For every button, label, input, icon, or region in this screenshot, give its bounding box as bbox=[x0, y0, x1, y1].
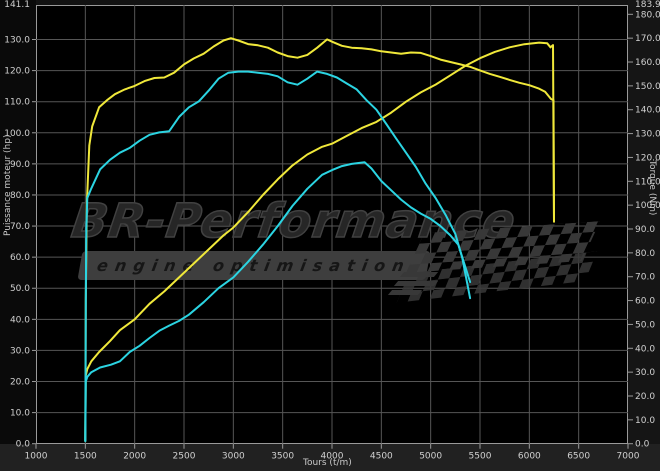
y-left-max-label: 141.1 bbox=[4, 0, 30, 10]
x-tick-label: 7000 bbox=[617, 452, 640, 462]
y-right-tick-label: 150.0 bbox=[635, 82, 660, 92]
x-tick-label: 5000 bbox=[419, 452, 442, 462]
x-tick-label: 4500 bbox=[370, 452, 393, 462]
y-right-tick-label: 110.0 bbox=[635, 177, 660, 187]
y-left-tick-label: 60.0 bbox=[10, 253, 30, 263]
y-right-tick-label: 80.0 bbox=[635, 249, 655, 259]
y-left-tick-label: 80.0 bbox=[10, 191, 30, 201]
y-right-max-label: 183.9 bbox=[635, 0, 660, 10]
y-left-tick-label: 0.0 bbox=[16, 440, 31, 450]
curve-power-stock bbox=[84, 161, 472, 442]
y-right-tick-label: 180.0 bbox=[635, 10, 660, 20]
x-tick-label: 3000 bbox=[222, 452, 245, 462]
right-axis-margin bbox=[628, 0, 660, 444]
y-right-tick-label: 50.0 bbox=[635, 320, 655, 330]
y-left-tick-label: 10.0 bbox=[10, 409, 30, 419]
y-right-tick-label: 0.0 bbox=[635, 440, 650, 450]
x-tick-label: 2000 bbox=[123, 452, 146, 462]
x-tick-label: 4000 bbox=[321, 452, 344, 462]
right-axis-title: Torque (Nm) bbox=[647, 160, 657, 216]
x-axis-title: Tours (t/m) bbox=[303, 458, 352, 468]
bottom-axis-margin bbox=[0, 444, 660, 471]
y-right-tick-label: 20.0 bbox=[635, 392, 655, 402]
x-tick-label: 3500 bbox=[271, 452, 294, 462]
y-right-tick-label: 160.0 bbox=[635, 58, 660, 68]
y-left-tick-label: 90.0 bbox=[10, 160, 30, 170]
y-left-tick-label: 100.0 bbox=[4, 129, 30, 139]
y-right-tick-label: 10.0 bbox=[635, 416, 655, 426]
x-tick-label: 2500 bbox=[173, 452, 196, 462]
y-right-tick-label: 120.0 bbox=[635, 153, 660, 163]
y-left-tick-label: 40.0 bbox=[10, 315, 30, 325]
x-tick-label: 1000 bbox=[25, 452, 48, 462]
y-left-tick-label: 110.0 bbox=[4, 98, 30, 108]
y-right-tick-label: 30.0 bbox=[635, 368, 655, 378]
y-left-tick-label: 120.0 bbox=[4, 67, 30, 77]
y-right-tick-label: 140.0 bbox=[635, 106, 660, 116]
y-right-tick-label: 130.0 bbox=[635, 130, 660, 140]
y-right-tick-label: 90.0 bbox=[635, 225, 655, 235]
y-left-tick-label: 20.0 bbox=[10, 378, 30, 388]
curve-torque-tuned bbox=[84, 37, 555, 443]
x-tick-label: 1500 bbox=[74, 452, 97, 462]
x-tick-label: 6000 bbox=[518, 452, 541, 462]
y-right-tick-label: 60.0 bbox=[635, 297, 655, 307]
x-tick-label: 6500 bbox=[567, 452, 590, 462]
y-right-tick-label: 170.0 bbox=[635, 34, 660, 44]
y-left-tick-label: 130.0 bbox=[4, 36, 30, 46]
curve-torque-stock bbox=[84, 70, 472, 443]
y-right-tick-label: 100.0 bbox=[635, 201, 660, 211]
y-right-tick-label: 40.0 bbox=[635, 344, 655, 354]
curve-power-tuned bbox=[84, 41, 555, 442]
y-left-tick-label: 50.0 bbox=[10, 284, 30, 294]
y-left-tick-label: 70.0 bbox=[10, 222, 30, 232]
x-tick-label: 5500 bbox=[469, 452, 492, 462]
left-axis-title: Puissance moteur (hp) bbox=[3, 134, 13, 236]
y-left-tick-label: 30.0 bbox=[10, 346, 30, 356]
left-axis-margin bbox=[0, 0, 36, 444]
y-right-tick-label: 70.0 bbox=[635, 273, 655, 283]
